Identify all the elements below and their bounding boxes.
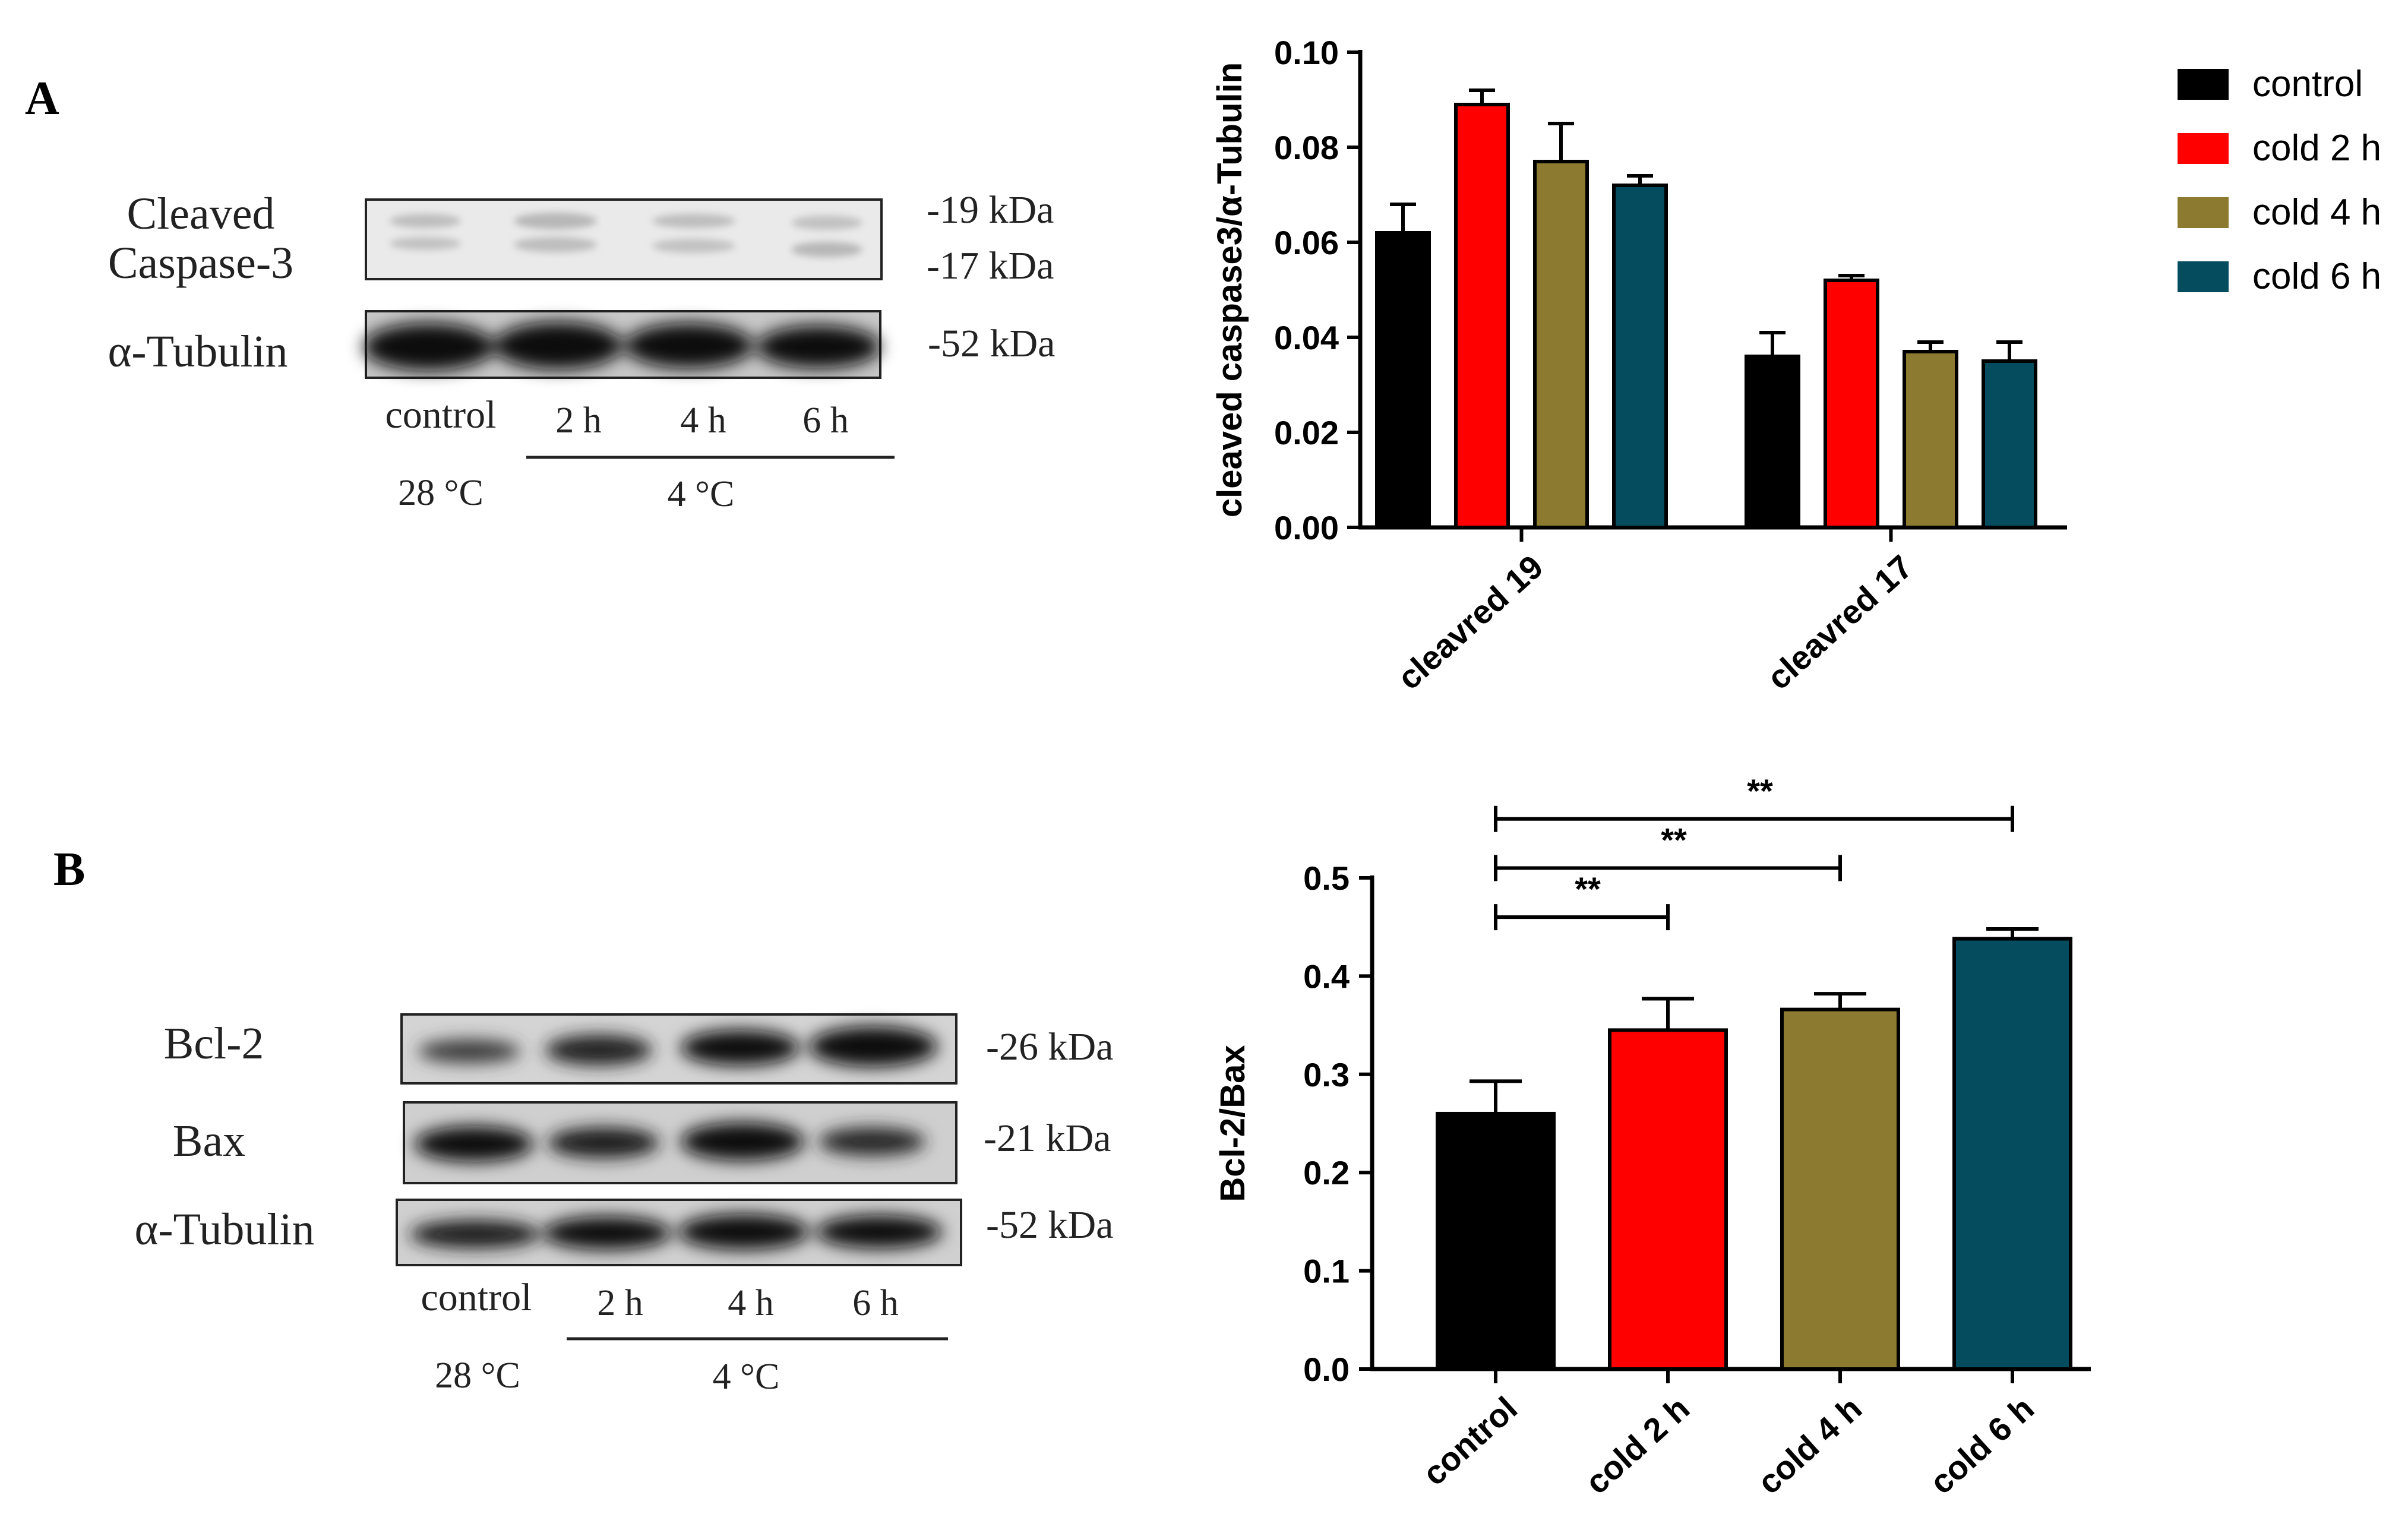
blot-b-row-label-bcl2: Bcl-2 (164, 1019, 264, 1069)
blot-b-temp-4: 4 °C (713, 1357, 780, 1397)
blot-b-size-52: -52 kDa (986, 1203, 1113, 1247)
x-tick-label: cold 2 h (1578, 1389, 1696, 1501)
blot-b-row-label-bax: Bax (173, 1116, 245, 1166)
blot-b-temp-28: 28 °C (435, 1355, 520, 1396)
blot-b-bax-band-image (403, 1101, 957, 1184)
legend-swatch-cold-4h (2178, 197, 2229, 228)
x-tick-label: cleavred 17 (1760, 548, 1920, 697)
legend-swatch-cold-2h (2178, 133, 2229, 164)
blot-a-size-52: -52 kDa (928, 322, 1055, 365)
blot-a-lane-control: control (385, 393, 497, 437)
y-tick-label: 0.4 (1303, 957, 1350, 995)
blot-b-row-label-tubulin: α-Tubulin (134, 1205, 314, 1254)
y-axis-label: cleaved caspase3/α-Tubulin (1211, 62, 1249, 517)
blot-b-tubulin-band-image (396, 1199, 962, 1266)
legend: control cold 2 h cold 4 h cold 6 h (2178, 64, 2381, 297)
legend-label-control: control (2252, 64, 2363, 105)
y-tick-label: 0.00 (1274, 509, 1339, 546)
bar (1612, 184, 1668, 529)
y-tick-label: 0.08 (1274, 129, 1339, 166)
blot-b-size-21: -21 kDa (984, 1117, 1111, 1160)
blot-b-bcl2-band-image (400, 1013, 957, 1085)
blot-a-temp-28: 28 °C (398, 473, 484, 513)
y-tick-label: 0.3 (1303, 1056, 1350, 1093)
blot-b-lane-4h: 4 h (728, 1283, 774, 1323)
bar (1436, 1111, 1556, 1371)
legend-swatch-control (2178, 69, 2229, 100)
blot-b-size-26: -26 kDa (986, 1025, 1113, 1069)
bar (1375, 231, 1431, 529)
blot-a-temp-4: 4 °C (668, 474, 735, 514)
blot-a-lane-4h: 4 h (680, 400, 726, 441)
bar (1903, 350, 1958, 529)
legend-label-cold-6h: cold 6 h (2252, 256, 2381, 297)
bar (1952, 937, 2072, 1371)
x-tick-label: cold 6 h (1923, 1389, 2041, 1501)
blot-b-lane-6h: 6 h (852, 1283, 899, 1323)
blot-a-lane-2h: 2 h (555, 400, 602, 441)
blot-a-caspase-band-image (365, 198, 883, 280)
blot-a-lane-6h: 6 h (802, 400, 849, 441)
blot-a-tubulin-band-image (364, 310, 881, 379)
y-axis-label: Bcl-2/Bax (1214, 1045, 1252, 1202)
y-tick-label: 0.06 (1274, 224, 1339, 261)
bar (1745, 355, 1800, 529)
blot-a-row-label-cleaved: Cleaved (127, 189, 274, 239)
blot-a-row-label-tubulin: α-Tubulin (108, 327, 287, 377)
y-tick-label: 0.1 (1303, 1253, 1350, 1290)
x-tick-label: cold 4 h (1750, 1389, 1869, 1501)
y-tick-label: 0.02 (1274, 414, 1339, 451)
blot-b-lane-control: control (421, 1276, 532, 1319)
bar (1533, 160, 1589, 529)
bar (1454, 103, 1510, 529)
bar (1608, 1028, 1728, 1371)
bar (1780, 1007, 1900, 1371)
blot-a-size-17: -17 kDa (927, 244, 1054, 287)
bar (1824, 279, 1879, 529)
bar (1982, 359, 2037, 529)
panel-b-label: B (53, 843, 85, 896)
y-tick-label: 0.2 (1303, 1154, 1350, 1191)
y-tick-label: 0.10 (1274, 34, 1339, 71)
y-tick-label: 0.0 (1303, 1351, 1350, 1388)
x-tick-label: control (1415, 1389, 1524, 1493)
blot-b-lane-2h: 2 h (597, 1283, 643, 1323)
legend-label-cold-4h: cold 4 h (2252, 192, 2381, 233)
panel-a-label: A (25, 72, 59, 125)
significance-label: ** (1575, 870, 1601, 908)
chart-cleaved-caspase: 0.00 0.02 0.04 0.06 0.08 0.10 cleaved caspase3… (1211, 34, 2067, 697)
significance-label: ** (1661, 821, 1687, 858)
significance-label: ** (1747, 772, 1773, 810)
y-tick-label: 0.04 (1274, 319, 1339, 356)
y-tick-label: 0.5 (1303, 859, 1350, 897)
legend-label-cold-2h: cold 2 h (2252, 128, 2381, 169)
x-tick-label: cleavred 19 (1391, 548, 1550, 697)
blot-a-size-19: -19 kDa (927, 188, 1054, 232)
chart-bcl2-bax: 0.0 0.1 0.2 0.3 0.4 0.5 Bcl-2/Bax control cold 2… (1214, 772, 2091, 1501)
legend-swatch-cold-6h (2178, 261, 2229, 292)
blot-a-row-label-caspase: Caspase-3 (108, 238, 293, 288)
